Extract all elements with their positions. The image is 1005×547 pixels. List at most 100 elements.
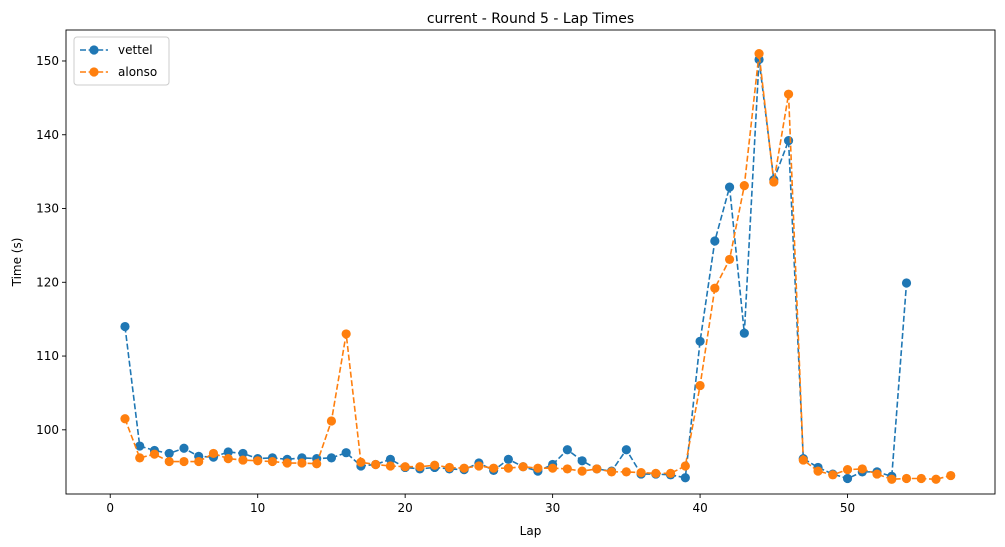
legend-label: vettel (118, 43, 153, 57)
data-point-alonso (503, 463, 513, 473)
data-point-alonso (724, 254, 735, 265)
data-point-alonso (430, 460, 440, 470)
data-point-vettel (842, 473, 853, 484)
data-point-alonso (208, 448, 219, 459)
data-point-alonso (665, 468, 676, 478)
data-point-alonso (267, 456, 278, 467)
data-point-vettel (901, 278, 912, 288)
data-point-alonso (828, 470, 838, 480)
data-point-vettel (503, 454, 513, 464)
x-axis-label: Lap (520, 524, 542, 538)
x-tick-label: 30 (545, 501, 560, 515)
data-point-alonso (783, 89, 794, 99)
data-point-alonso (297, 458, 307, 468)
data-point-alonso (341, 329, 351, 339)
data-point-alonso (223, 453, 233, 464)
y-tick-label: 100 (36, 423, 59, 437)
data-point-alonso (754, 49, 764, 59)
data-point-alonso (946, 470, 956, 481)
x-tick-label: 40 (692, 501, 707, 515)
data-point-vettel (120, 321, 130, 332)
data-point-alonso (680, 461, 690, 471)
data-point-alonso (415, 462, 425, 472)
data-point-alonso (769, 177, 779, 187)
data-point-alonso (326, 416, 337, 426)
legend: vettel alonso (73, 36, 170, 86)
data-point-alonso (813, 466, 823, 476)
data-point-alonso (400, 462, 410, 472)
data-point-alonso (916, 473, 926, 484)
data-point-vettel (680, 473, 690, 483)
data-point-alonso (548, 463, 558, 473)
data-point-vettel (223, 447, 233, 457)
y-tick-label: 150 (36, 54, 59, 68)
y-tick-label: 110 (36, 349, 59, 363)
x-tick-label: 50 (840, 501, 855, 515)
data-point-alonso (518, 462, 528, 472)
x-tick-label: 20 (398, 501, 413, 515)
y-tick-label: 140 (36, 128, 59, 142)
data-point-alonso (695, 380, 705, 391)
data-point-vettel (341, 448, 351, 458)
data-point-vettel (385, 454, 396, 464)
data-point-alonso (282, 458, 292, 468)
y-tick-label: 120 (36, 275, 59, 289)
data-point-vettel (739, 328, 749, 338)
data-point-alonso (710, 283, 720, 293)
data-point-alonso (474, 461, 484, 471)
data-point-alonso (562, 464, 572, 474)
data-point-vettel (724, 182, 735, 192)
data-point-vettel (164, 448, 174, 459)
data-point-alonso (872, 469, 882, 479)
data-point-vettel (577, 456, 587, 466)
legend-label: alonso (118, 65, 157, 79)
data-point-alonso (592, 464, 602, 474)
chart-title: current - Round 5 - Lap Times (427, 11, 634, 27)
plot-area (120, 49, 956, 484)
data-point-alonso (621, 467, 631, 477)
data-point-alonso (901, 473, 912, 484)
data-point-alonso (371, 459, 381, 470)
data-point-alonso (857, 464, 867, 474)
data-point-alonso (887, 474, 897, 484)
data-point-vettel (783, 136, 794, 146)
data-point-alonso (651, 468, 661, 478)
axes-frame (65, 29, 996, 495)
data-point-alonso (489, 463, 499, 473)
data-point-alonso (607, 467, 617, 477)
data-point-vettel (695, 336, 705, 346)
data-point-alonso (312, 459, 322, 469)
data-point-alonso (739, 181, 749, 191)
data-point-alonso (179, 456, 189, 467)
legend-item-alonso: alonso (80, 65, 157, 79)
data-point-alonso (533, 463, 543, 473)
data-point-alonso (798, 455, 808, 465)
data-point-vettel (135, 441, 145, 451)
data-point-vettel (710, 236, 720, 246)
data-point-alonso (636, 468, 646, 478)
data-point-alonso (164, 456, 174, 467)
data-point-alonso (356, 457, 366, 467)
data-point-alonso (149, 449, 160, 459)
data-point-vettel (238, 448, 248, 459)
data-point-alonso (135, 453, 145, 463)
data-point-alonso (238, 455, 248, 465)
data-point-alonso (253, 456, 263, 466)
data-point-vettel (179, 443, 189, 453)
x-tick-label: 10 (250, 501, 265, 515)
data-point-vettel (326, 453, 337, 463)
legend-marker (89, 67, 99, 77)
data-point-alonso (444, 462, 454, 473)
data-point-vettel (621, 445, 631, 455)
data-point-alonso (577, 466, 587, 476)
data-point-vettel (562, 445, 572, 455)
x-tick-label: 0 (106, 501, 114, 515)
data-point-alonso (842, 465, 853, 475)
data-point-alonso (120, 414, 130, 424)
legend-item-vettel: vettel (80, 43, 153, 57)
data-point-alonso (459, 463, 469, 473)
y-tick-label: 130 (36, 202, 59, 216)
legend-marker (89, 45, 99, 55)
series-alonso (120, 49, 956, 484)
